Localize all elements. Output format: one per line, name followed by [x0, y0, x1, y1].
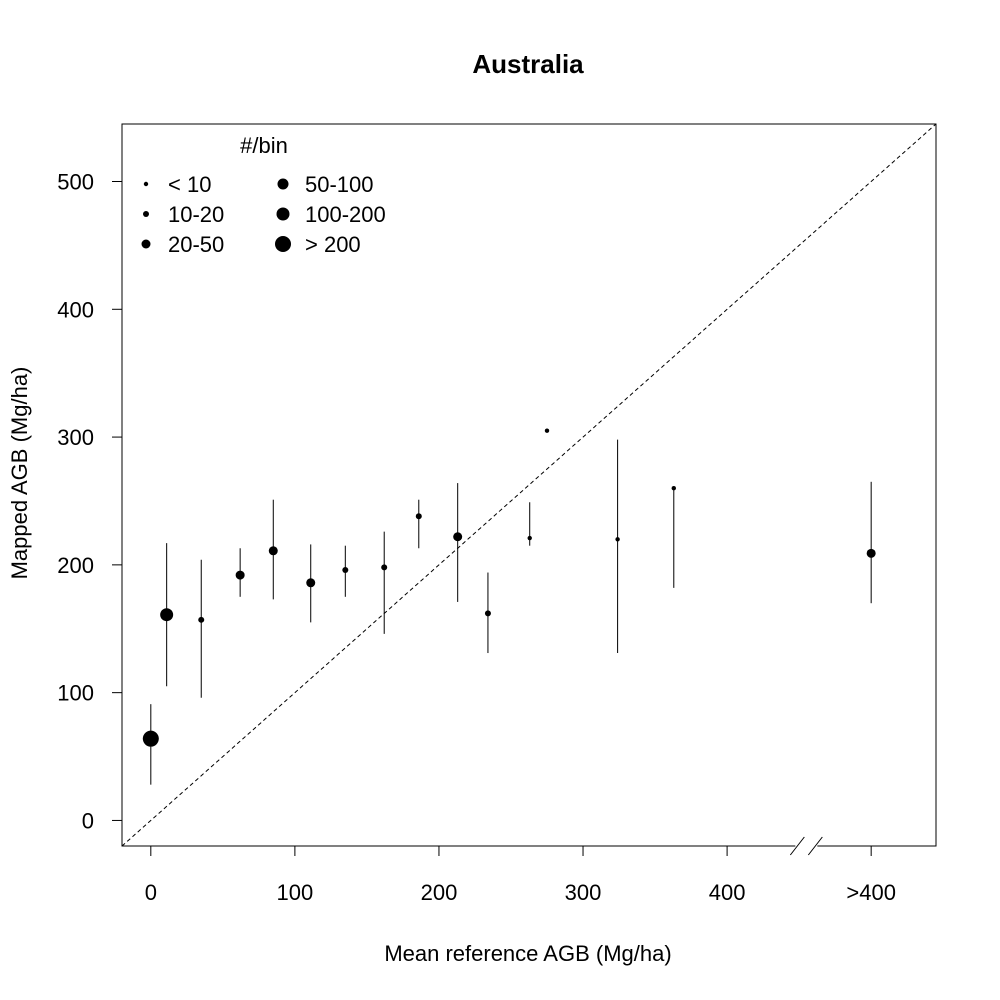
- plot-frame: [121, 123, 937, 847]
- legend-label: 10-20: [168, 202, 224, 227]
- x-tick-label: 100: [277, 880, 314, 905]
- x-axis-label: Mean reference AGB (Mg/ha): [384, 941, 671, 966]
- y-tick-label: 0: [82, 808, 94, 833]
- data-point: [381, 564, 388, 571]
- data-point: [527, 535, 532, 541]
- y-tick-label: 100: [57, 681, 94, 706]
- legend-label: < 10: [168, 172, 211, 197]
- x-tick-label: 400: [709, 880, 746, 905]
- y-tick-label: 400: [57, 297, 94, 322]
- data-points: [142, 428, 876, 747]
- data-point: [160, 608, 174, 622]
- data-point: [342, 566, 349, 573]
- data-point: [484, 610, 491, 617]
- legend-symbol: [276, 207, 290, 221]
- data-point: [866, 548, 876, 558]
- data-point: [268, 546, 278, 556]
- legend-label: > 200: [305, 232, 361, 257]
- x-tick-label: 200: [421, 880, 458, 905]
- y-axis: 0 100 200 300 400 500: [57, 170, 122, 833]
- axis-break-gap: [795, 838, 818, 854]
- axis-break-mark: [807, 836, 823, 856]
- x-tick-label: 300: [565, 880, 602, 905]
- data-point: [198, 616, 205, 623]
- axis-break-mark: [789, 836, 805, 856]
- legend-label: 20-50: [168, 232, 224, 257]
- data-point: [544, 428, 550, 433]
- legend-symbol: [141, 239, 151, 249]
- data-point: [142, 730, 159, 747]
- plot-area: [121, 123, 937, 847]
- data-point: [615, 537, 620, 542]
- y-tick-label: 500: [57, 170, 94, 195]
- chart-title: Australia: [472, 49, 584, 79]
- data-point: [306, 578, 316, 588]
- data-point: [671, 485, 676, 491]
- data-point: [415, 513, 422, 520]
- legend-label: 100-200: [305, 202, 386, 227]
- reference-line-group: [121, 123, 937, 847]
- legend-symbol: [143, 181, 149, 187]
- one-to-one-line: [121, 123, 937, 847]
- legend-symbol: [275, 236, 291, 252]
- legend-symbol: [277, 178, 289, 190]
- y-tick-label: 200: [57, 553, 94, 578]
- legend: #/bin < 10 10-20 20-50 50-100 100-200 > 200: [141, 133, 386, 257]
- data-point: [235, 570, 245, 580]
- x-tick-label: 0: [145, 880, 157, 905]
- legend-symbol: [143, 211, 149, 217]
- x-tick-label: >400: [846, 880, 896, 905]
- x-axis: 0 100 200 300 400 >400: [145, 836, 896, 905]
- legend-label: 50-100: [305, 172, 374, 197]
- legend-title: #/bin: [240, 133, 288, 158]
- y-axis-label: Mapped AGB (Mg/ha): [7, 367, 32, 580]
- y-tick-label: 300: [57, 425, 94, 450]
- data-point: [453, 532, 463, 542]
